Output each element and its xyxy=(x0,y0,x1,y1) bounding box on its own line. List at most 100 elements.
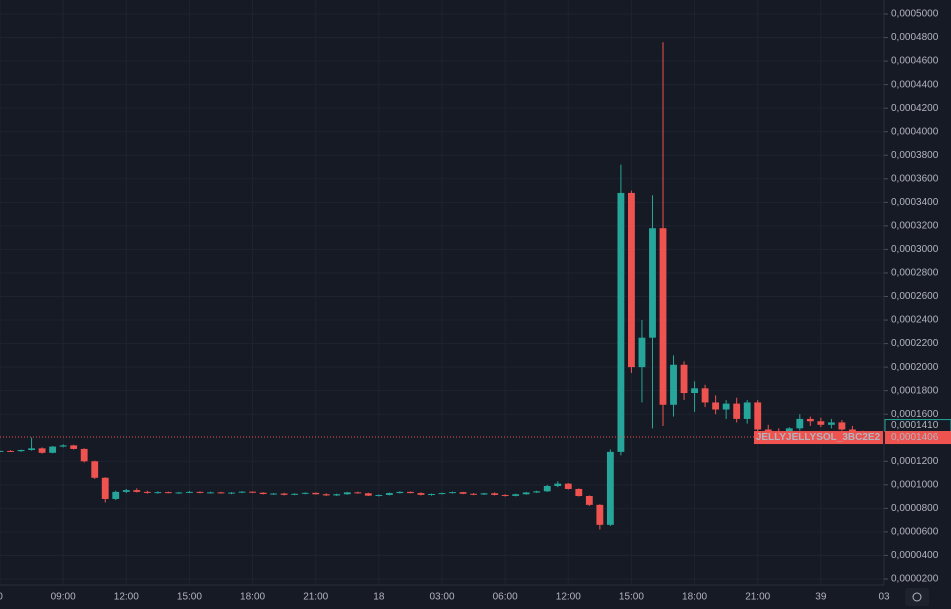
candle-body xyxy=(49,446,57,453)
candle-body xyxy=(701,388,709,403)
y-tick-label: 0,0002600 xyxy=(891,291,939,302)
y-tick-label: 0,0004800 xyxy=(891,32,939,43)
candle-body xyxy=(122,490,130,492)
x-tick-label: 21:00 xyxy=(745,592,770,603)
candle-body xyxy=(743,402,751,419)
candle-body xyxy=(238,491,246,493)
candle-body xyxy=(543,486,551,492)
candle-body xyxy=(7,450,14,452)
candle-body xyxy=(417,493,425,495)
y-tick-label: 0,0003600 xyxy=(891,173,939,184)
x-tick-label: 15:00 xyxy=(177,592,202,603)
symbol-label-bg xyxy=(754,431,883,445)
y-tick-label: 0,0002200 xyxy=(891,338,939,349)
candle-body xyxy=(649,228,656,338)
candle-body xyxy=(491,493,499,495)
candle-body xyxy=(249,491,256,493)
candle-body xyxy=(480,493,488,495)
candle-body xyxy=(449,492,456,494)
candle-body xyxy=(680,364,688,394)
candle-body xyxy=(154,492,162,494)
candle-body xyxy=(806,418,814,422)
x-tick-label: 09:00 xyxy=(51,592,76,603)
candle-body xyxy=(270,493,278,495)
y-tick-label: 0,0002800 xyxy=(891,268,939,279)
x-tick-label: 03:00 xyxy=(429,592,454,603)
candle-body xyxy=(691,388,698,394)
y-tick-label: 0,0002000 xyxy=(891,362,939,373)
candle-body xyxy=(0,450,4,452)
candle-body xyxy=(407,491,414,494)
candle-body xyxy=(101,477,109,499)
candle-body xyxy=(343,492,351,495)
price-line-label: 0,0001406 xyxy=(891,432,939,443)
y-tick-label: 0,0000200 xyxy=(891,574,939,585)
x-tick-label: 15:00 xyxy=(619,592,644,603)
candle-body xyxy=(70,445,78,449)
candle-body xyxy=(722,403,730,410)
candle-body xyxy=(459,492,467,494)
candle-body xyxy=(522,492,530,495)
candle-body xyxy=(17,449,25,452)
x-tick-label: 0 xyxy=(0,592,3,603)
candle-body xyxy=(596,504,604,525)
candle-body xyxy=(312,492,320,495)
candle-body xyxy=(164,492,172,494)
settings-button[interactable] xyxy=(905,588,929,606)
candle-body xyxy=(28,448,35,450)
y-tick-label: 0,0004400 xyxy=(891,79,939,90)
x-tick-label: 18:00 xyxy=(682,592,707,603)
y-tick-label: 0,0001000 xyxy=(891,479,939,490)
x-tick-label: 18 xyxy=(373,592,385,603)
x-tick-label: 18:00 xyxy=(240,592,265,603)
candle-body xyxy=(322,494,330,496)
x-tick-label: 03 xyxy=(878,592,890,603)
y-tick-label: 0,0003400 xyxy=(891,197,939,208)
x-tick-label: 39 xyxy=(815,592,827,603)
candle-body xyxy=(91,461,99,478)
candle-body xyxy=(438,493,446,495)
candle-body xyxy=(606,451,614,525)
candle-body xyxy=(396,491,404,494)
candle-body xyxy=(38,448,46,453)
x-tick-label: 21:00 xyxy=(303,592,328,603)
candle-body xyxy=(333,494,341,496)
y-tick-label: 0,0002400 xyxy=(891,315,939,326)
candle-body xyxy=(733,403,741,419)
price-axis xyxy=(884,0,951,609)
axes: 0,0005000 0,0004800 0,0004600 0,0004400 0,00… xyxy=(0,9,951,603)
candle-body xyxy=(764,429,772,432)
settings-icon xyxy=(912,592,922,602)
candle-body xyxy=(659,228,667,405)
candle-body xyxy=(564,483,572,489)
candle-body xyxy=(280,493,288,495)
candle-body xyxy=(554,483,562,487)
candle-body xyxy=(670,364,677,405)
candle-body xyxy=(796,418,804,429)
candle-body xyxy=(617,192,625,452)
x-tick-label: 06:00 xyxy=(493,592,518,603)
candle-body xyxy=(112,491,120,499)
y-tick-label: 0,0000400 xyxy=(891,550,939,561)
candle-body xyxy=(428,494,435,496)
y-tick-label: 0,0001200 xyxy=(891,456,939,467)
candle-body xyxy=(175,492,183,494)
candle-body xyxy=(291,493,299,495)
y-tick-label: 0,0001600 xyxy=(891,409,939,420)
candle-body xyxy=(207,492,214,494)
candle-body xyxy=(501,494,509,496)
y-tick-label: 0,0000800 xyxy=(891,503,939,514)
time-axis xyxy=(0,585,884,609)
y-tick-label: 0,0001800 xyxy=(891,385,939,396)
candle-body xyxy=(585,496,593,505)
y-tick-label: 0,0003200 xyxy=(891,221,939,232)
candle-body xyxy=(385,493,393,495)
x-tick-label: 12:00 xyxy=(556,592,581,603)
y-tick-label: 0,0004000 xyxy=(891,126,939,137)
candle-body xyxy=(217,492,225,494)
x-tick-label: 12:00 xyxy=(114,592,139,603)
candle-body xyxy=(638,337,646,368)
settings-button-bg[interactable] xyxy=(905,588,929,606)
